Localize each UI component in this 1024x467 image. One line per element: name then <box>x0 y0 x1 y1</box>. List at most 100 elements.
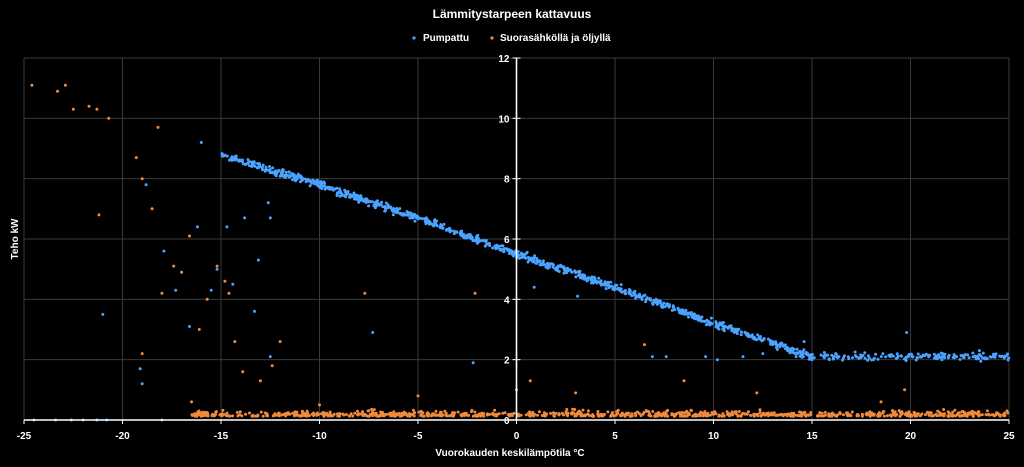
data-point-pumpattu <box>314 180 318 184</box>
data-point-pumpattu <box>535 261 539 265</box>
data-point-suorasahkolla <box>878 413 882 416</box>
data-point-pumpattu <box>1007 356 1011 360</box>
data-point-pumpattu <box>234 154 238 158</box>
data-point-pumpattu <box>530 256 534 260</box>
data-point-pumpattu <box>578 272 581 276</box>
data-point-suorasahkolla <box>293 410 297 414</box>
data-point-pumpattu <box>381 205 385 209</box>
data-point-pumpattu <box>535 257 539 260</box>
data-point-suorasahkolla <box>665 409 669 413</box>
data-point-pumpattu <box>268 165 271 168</box>
data-point-suorasahkolla <box>976 410 980 414</box>
data-point-pumpattu <box>225 154 229 158</box>
data-point-pumpattu <box>604 287 608 291</box>
data-point-suorasahkolla <box>627 411 631 415</box>
data-point-suorasahkolla <box>251 413 255 417</box>
data-point-suorasahkolla <box>531 410 535 414</box>
data-point-pumpattu <box>343 188 347 192</box>
data-point-pumpattu <box>881 352 885 356</box>
data-point-pumpattu <box>695 314 699 318</box>
data-point-suorasahkolla <box>291 411 294 415</box>
data-point-suorasahkolla <box>564 410 568 414</box>
data-point-pumpattu <box>423 220 427 223</box>
data-point-pumpattu <box>606 283 610 287</box>
x-tick-label: -5 <box>414 431 423 442</box>
data-point-pumpattu <box>644 297 648 301</box>
data-point-pumpattu <box>304 180 308 184</box>
data-point-suorasahkolla <box>512 411 516 415</box>
data-point-pumpattu <box>874 352 878 356</box>
data-point-suorasahkolla <box>895 412 899 416</box>
data-point-pumpattu <box>863 356 867 360</box>
x-tick-label: 15 <box>806 431 818 442</box>
data-point-pumpattu <box>984 356 987 360</box>
data-point-pumpattu <box>138 367 142 371</box>
data-point-suorasahkolla <box>473 410 477 414</box>
data-point-suorasahkolla <box>356 413 360 417</box>
data-point-pumpattu <box>731 327 735 331</box>
data-point-suorasahkolla <box>654 414 658 418</box>
data-point-pumpattu <box>680 312 684 315</box>
data-point-suorasahkolla <box>438 414 442 418</box>
data-point-suorasahkolla <box>907 410 911 414</box>
data-point-pumpattu <box>847 357 851 361</box>
data-point-suorasahkolla <box>374 413 378 417</box>
data-point-pumpattu <box>761 352 765 356</box>
data-point-pumpattu <box>251 162 255 166</box>
data-point-suorasahkolla <box>356 409 359 413</box>
data-point-suorasahkolla <box>497 412 501 416</box>
data-point-pumpattu <box>140 382 144 386</box>
data-point-pumpattu <box>590 275 594 279</box>
data-point-pumpattu <box>802 340 806 344</box>
data-point-pumpattu <box>291 173 294 177</box>
data-point-suorasahkolla <box>140 177 144 181</box>
data-point-suorasahkolla <box>456 410 460 414</box>
data-point-pumpattu <box>398 211 402 215</box>
data-point-pumpattu <box>687 315 690 319</box>
data-point-pumpattu <box>391 213 395 217</box>
data-point-suorasahkolla <box>363 291 367 295</box>
data-point-pumpattu <box>604 281 608 285</box>
data-point-suorasahkolla <box>361 414 365 418</box>
data-point-pumpattu <box>548 263 551 267</box>
data-point-suorasahkolla <box>823 413 827 417</box>
data-point-pumpattu <box>775 346 778 350</box>
data-point-pumpattu <box>432 224 436 228</box>
data-point-pumpattu <box>841 358 845 362</box>
data-point-pumpattu <box>359 197 363 200</box>
data-point-suorasahkolla <box>485 412 489 416</box>
data-point-pumpattu <box>827 358 831 362</box>
data-point-pumpattu <box>281 168 285 172</box>
data-point-pumpattu <box>859 355 863 359</box>
data-point-suorasahkolla <box>278 340 282 344</box>
data-point-pumpattu <box>691 314 695 318</box>
data-point-pumpattu <box>470 237 473 240</box>
data-point-pumpattu <box>654 297 658 301</box>
data-point-pumpattu <box>610 284 614 288</box>
data-point-suorasahkolla <box>256 414 260 418</box>
data-point-suorasahkolla <box>419 413 423 417</box>
data-point-pumpattu <box>294 177 298 181</box>
data-point-pumpattu <box>652 299 656 302</box>
data-point-pumpattu <box>805 353 809 357</box>
data-point-pumpattu <box>414 213 417 217</box>
data-point-pumpattu <box>999 355 1003 359</box>
y-tick-label: 0 <box>504 416 510 427</box>
data-point-suorasahkolla <box>785 412 789 416</box>
data-point-suorasahkolla <box>904 411 908 415</box>
data-point-suorasahkolla <box>836 413 840 417</box>
data-point-suorasahkolla <box>540 414 544 417</box>
data-point-suorasahkolla <box>842 413 845 417</box>
legend: Pumpattu Suorasähköllä ja öljyllä <box>412 33 611 44</box>
data-point-suorasahkolla <box>717 414 721 418</box>
data-point-pumpattu <box>268 216 272 220</box>
data-point-pumpattu <box>989 355 993 359</box>
data-point-pumpattu <box>544 265 548 269</box>
x-tick-label: -20 <box>115 431 130 442</box>
data-point-pumpattu <box>562 265 566 269</box>
data-point-pumpattu <box>428 221 432 225</box>
data-point-suorasahkolla <box>391 414 394 418</box>
data-point-pumpattu <box>174 288 178 292</box>
data-point-pumpattu <box>551 265 555 269</box>
data-point-pumpattu <box>962 355 966 359</box>
